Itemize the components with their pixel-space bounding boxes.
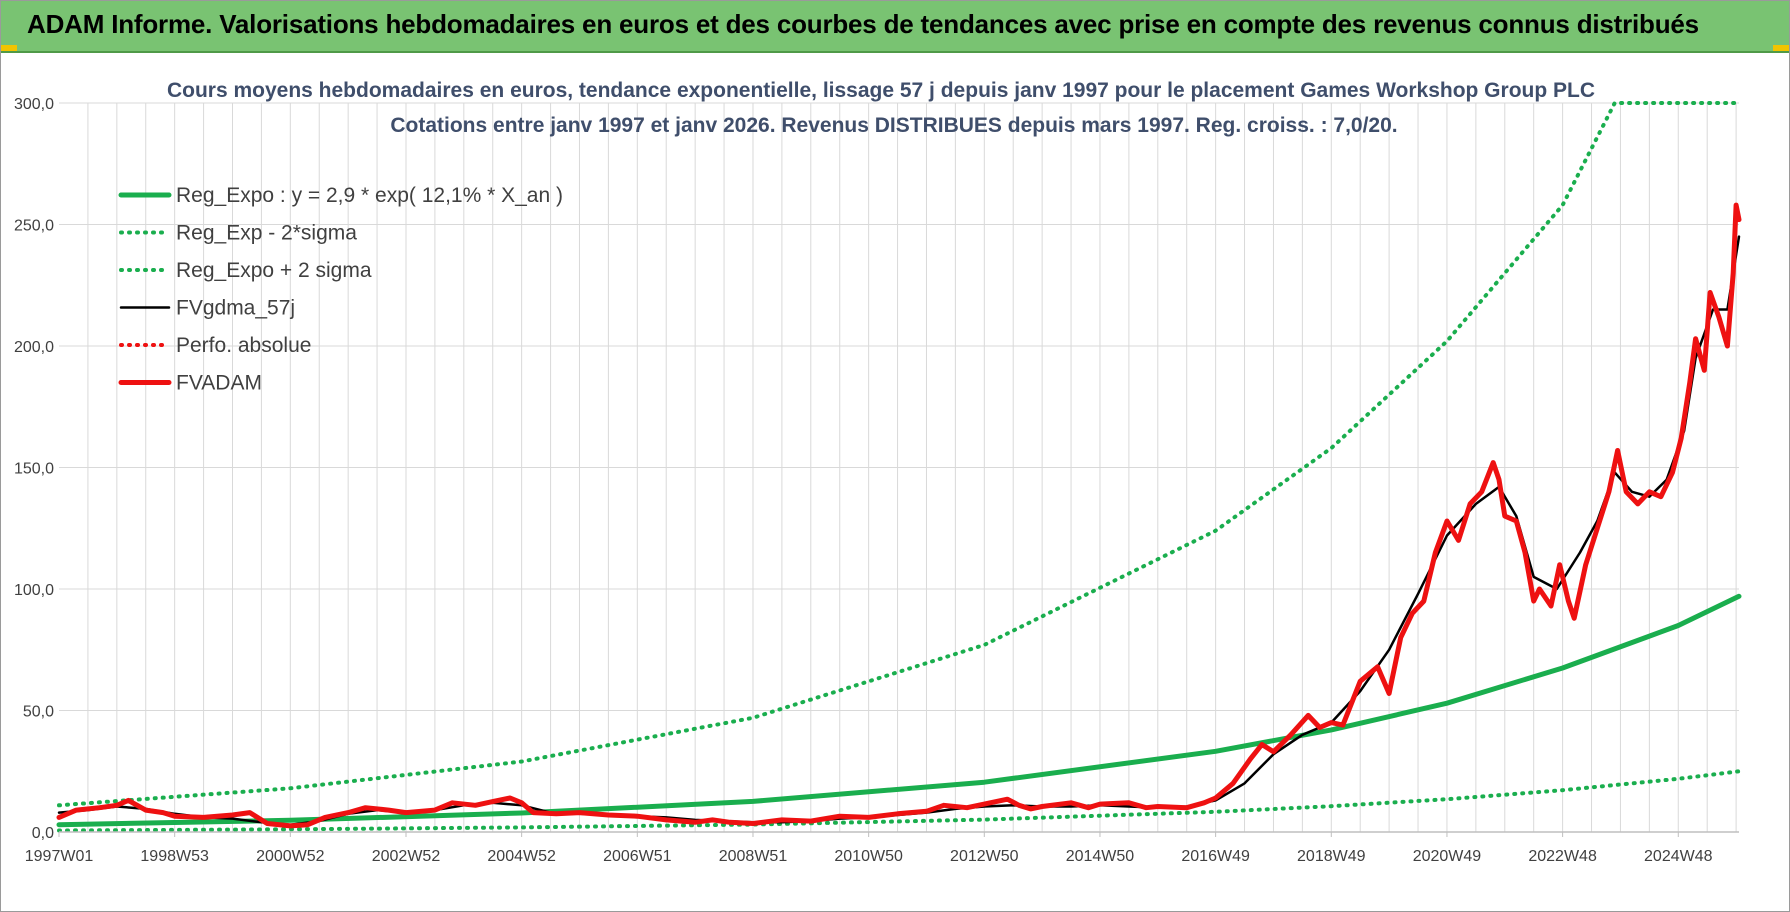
axes: 0,0 50,0 100,0 150,0 200,0 250,0 300,0 1997W01 1…: [14, 96, 1739, 865]
y-tick-label: 300,0: [14, 96, 54, 113]
corner-mark-top-left: [1, 45, 17, 51]
report-banner: ADAM Informe. Valorisations hebdomadaire…: [1, 1, 1789, 53]
legend-label: Reg_Exp - 2*sigma: [176, 222, 357, 245]
x-tick-label: 2002W52: [372, 848, 441, 865]
x-tick-label: 2014W50: [1066, 848, 1135, 865]
legend-label: Perfo. absolue: [176, 334, 311, 357]
x-tick-label: 2000W52: [256, 848, 325, 865]
chart-title: Cours moyens hebdomadaires en euros, ten…: [167, 79, 1595, 102]
series-line-0: [56, 593, 1742, 828]
series-line-2: [57, 101, 1741, 808]
x-tick-label: 2010W50: [834, 848, 903, 865]
legend-label: FVgdma_57j: [176, 297, 295, 320]
x-tick-label: 2020W49: [1413, 848, 1482, 865]
chart-area: 0,0 50,0 100,0 150,0 200,0 250,0 300,0 1997W01 1…: [14, 79, 1742, 865]
y-tick-label: 200,0: [14, 339, 54, 356]
x-tick-label: 1998W53: [140, 848, 209, 865]
report-title: ADAM Informe. Valorisations hebdomadaire…: [27, 9, 1699, 39]
series-line-1: [57, 769, 1741, 833]
legend-label: FVADAM: [176, 372, 262, 395]
x-tick-label: 2024W48: [1644, 848, 1713, 865]
x-tick-label: 1997W01: [25, 848, 94, 865]
chart-subtitle: Cotations entre janv 1997 et janv 2026. …: [390, 114, 1397, 137]
gridlines: [59, 102, 1739, 832]
y-tick-label: 150,0: [14, 461, 54, 478]
x-tick-label: 2006W51: [603, 848, 672, 865]
legend: Reg_Expo : y = 2,9 * exp( 12,1% * X_an )…: [118, 184, 563, 395]
x-tick-label: 2016W49: [1181, 848, 1250, 865]
series-line-3: [57, 235, 1741, 826]
x-tick-label: 2018W49: [1297, 848, 1366, 865]
x-tick-label: 2022W48: [1528, 848, 1597, 865]
y-tick-label: 50,0: [23, 704, 54, 721]
y-tick-label: 250,0: [14, 218, 54, 235]
x-tick-label: 2012W50: [950, 848, 1019, 865]
series-layer: [56, 101, 1742, 833]
legend-label: Reg_Expo + 2 sigma: [176, 259, 372, 282]
y-tick-label: 0,0: [32, 825, 54, 842]
x-tick-label: 2004W52: [487, 848, 556, 865]
x-tick-label: 2008W51: [719, 848, 788, 865]
y-tick-label: 100,0: [14, 582, 54, 599]
legend-label: Reg_Expo : y = 2,9 * exp( 12,1% * X_an ): [176, 184, 563, 207]
series-line-5: [56, 202, 1742, 829]
corner-mark-top-right: [1773, 45, 1789, 51]
